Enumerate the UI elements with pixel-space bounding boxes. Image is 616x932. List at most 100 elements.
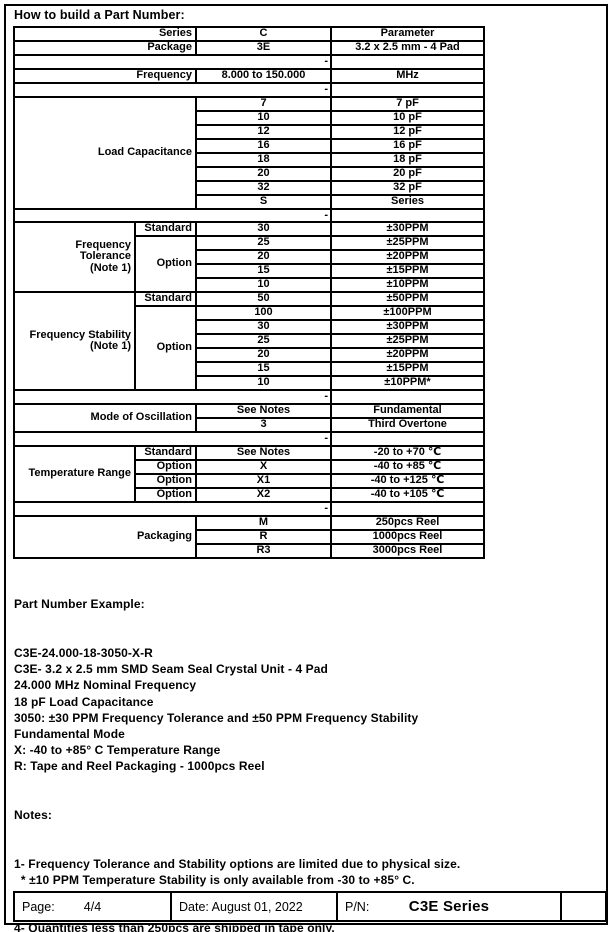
separator-cell: - [13, 81, 332, 98]
label-cell: Frequency Stability (Note 1) [13, 291, 136, 392]
value-cell: ±15PPM [330, 263, 485, 280]
label-cell: Load Capacitance [13, 95, 197, 210]
table-row: 15 ±15PPM [14, 263, 485, 280]
value-cell [330, 431, 485, 448]
table-row: 12 12 pF [14, 123, 485, 140]
value-cell: 30 [195, 319, 332, 336]
value-cell: 3E [195, 39, 332, 56]
label-cell: Option [134, 305, 197, 392]
value-cell: ±20PPM [330, 249, 485, 266]
part-number-example-block: Part Number Example: C3E-24.000-18-3050-… [14, 564, 605, 932]
table-row: S Series [14, 193, 485, 210]
value-cell: See Notes [195, 403, 332, 420]
value-cell: 20 [195, 347, 332, 364]
table-row: Frequency Stability (Note 1) Standard 50 ±5… [13, 291, 485, 392]
label-cell: Standard [134, 221, 197, 238]
value-cell: 3000pcs Reel [330, 543, 485, 559]
value-cell: 10 pF [330, 109, 485, 126]
table-row: Series C Parameter [13, 26, 485, 42]
value-cell: ±25PPM [330, 235, 485, 252]
note-line: * ±10 PPM Temperature Stability is only … [14, 872, 415, 887]
table-row: 3 Third Overtone [14, 417, 485, 434]
part-number-table: Series C Parameter Package 3E 3.2 x 2.5 mm - … [13, 26, 485, 559]
value-cell: 20 [195, 249, 332, 266]
label-cell: Standard [134, 445, 197, 462]
table-row: 20 ±20PPM [14, 249, 485, 266]
value-cell: ±100PPM [330, 305, 485, 322]
value-cell: 32 pF [330, 179, 485, 196]
value-cell: M [195, 515, 332, 531]
table-row: Option 100 ±100PPM [14, 305, 485, 392]
separator-cell: - [13, 389, 332, 406]
footer-page-label: Page: [22, 899, 55, 914]
value-cell: X2 [195, 487, 332, 504]
table-row: 18 18 pF [14, 151, 485, 168]
value-cell: ±50PPM [330, 291, 485, 308]
example-line: 3050: ±30 PPM Frequency Tolerance and ±5… [14, 710, 419, 725]
value-cell: 16 [195, 137, 332, 154]
table-row: Option X -40 to +85 ℃ [14, 459, 485, 476]
footer-page-value: 4/4 [83, 899, 102, 914]
value-cell: ±30PPM [330, 221, 485, 238]
table-row: Option 25 ±25PPM [14, 235, 485, 294]
label-cell: Frequency Tolerance (Note 1) [13, 221, 136, 294]
value-cell: 1000pcs Reel [330, 529, 485, 545]
example-line: 24.000 MHz Nominal Frequency [14, 678, 197, 693]
label-cell: Packaging [13, 515, 197, 559]
value-cell: 32 [195, 179, 332, 196]
label-cell: Package [13, 39, 197, 56]
value-cell: ±25PPM [330, 333, 485, 350]
value-cell: -40 to +85 ℃ [330, 459, 485, 476]
value-cell [330, 53, 485, 70]
value-cell: ±20PPM [330, 347, 485, 364]
value-cell: -40 to +125 ℃ [330, 473, 485, 490]
label-cell: Standard [134, 291, 197, 308]
value-cell: 3.2 x 2.5 mm - 4 Pad [330, 39, 485, 56]
table-row: - [13, 53, 485, 70]
example-lines: C3E-24.000-18-3050-X-R C3E- 3.2 x 2.5 mm … [14, 645, 605, 775]
label-cell: Option [134, 459, 197, 476]
separator-cell: - [13, 53, 332, 70]
value-cell [330, 389, 485, 406]
footer-empty-cell [562, 893, 605, 920]
value-cell: 7 pF [330, 95, 485, 112]
value-cell: 10 [195, 375, 332, 392]
table-row: Option X1 -40 to +125 ℃ [14, 473, 485, 490]
notes-heading: Notes: [14, 808, 52, 823]
value-cell: 3 [195, 417, 332, 434]
footer-date: Date: August 01, 2022 [179, 899, 303, 914]
value-cell: 50 [195, 291, 332, 308]
value-cell: 25 [195, 333, 332, 350]
example-heading: Part Number Example: [14, 597, 145, 612]
table-row: R 1000pcs Reel [14, 529, 485, 545]
separator-cell: - [13, 207, 332, 224]
value-cell: R3 [195, 543, 332, 559]
value-cell: 16 pF [330, 137, 485, 154]
value-cell: 12 [195, 123, 332, 140]
table-row: - [13, 81, 485, 98]
value-cell: MHz [330, 67, 485, 84]
value-cell: 7 [195, 95, 332, 112]
footer-pn-cell: P/N: C3E Series [338, 893, 562, 920]
value-cell [330, 207, 485, 224]
value-cell: See Notes [195, 445, 332, 462]
table-row: R3 3000pcs Reel [14, 543, 485, 559]
label-cell: Series [13, 26, 197, 42]
table-row: - [13, 431, 485, 448]
footer-date-cell: Date: August 01, 2022 [172, 893, 338, 920]
value-cell: 8.000 to 150.000 [195, 67, 332, 84]
table-row: 20 ±20PPM [14, 347, 485, 364]
table-row: Load Capacitance 7 7 pF [13, 95, 485, 210]
footer-bar: Page: 4/4 Date: August 01, 2022 P/N: C3E… [13, 891, 607, 922]
value-cell: 20 pF [330, 165, 485, 182]
separator-cell: - [13, 501, 332, 517]
value-cell: 12 pF [330, 123, 485, 140]
table-row: Packaging M 250pcs Reel [13, 515, 485, 559]
example-line: 18 pF Load Capacitance [14, 694, 154, 709]
label-cell: Option [134, 487, 197, 504]
table-row: 32 32 pF [14, 179, 485, 196]
label-cell: Frequency [13, 67, 197, 84]
value-cell: C [195, 26, 332, 42]
value-cell: ±10PPM [330, 277, 485, 294]
table-row: 10 ±10PPM* [14, 375, 485, 392]
